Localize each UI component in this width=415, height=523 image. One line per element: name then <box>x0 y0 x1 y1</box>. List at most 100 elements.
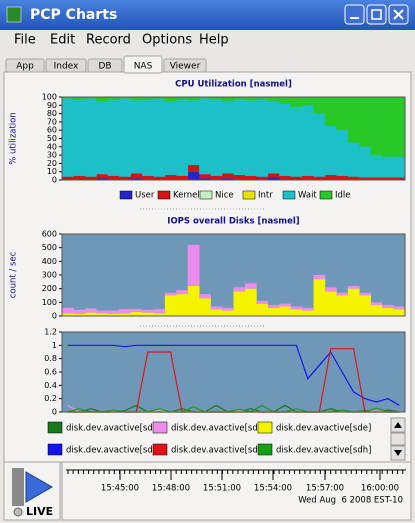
menu-item[interactable]: Options <box>142 33 192 48</box>
bar-segment <box>84 176 97 180</box>
bar-segment <box>336 97 349 131</box>
scroll-track[interactable] <box>390 432 406 446</box>
bar-segment <box>73 99 86 176</box>
bar-segment <box>359 292 371 296</box>
maximize-button[interactable] <box>366 4 387 25</box>
y-tick-label: 100 <box>42 298 57 307</box>
tab-label[interactable]: Index <box>54 62 79 72</box>
tab-label[interactable]: Viewer <box>170 62 201 72</box>
bar-segment <box>267 173 280 178</box>
bar-segment <box>233 99 246 176</box>
y-tick-label: 1 <box>52 341 57 350</box>
bar-segment <box>210 97 223 100</box>
bar-segment <box>153 98 166 177</box>
bar-segment <box>130 100 143 174</box>
maximize-icon <box>371 9 382 20</box>
minimize-button[interactable] <box>344 4 365 25</box>
bar-segment <box>290 97 303 107</box>
y-tick-label: 20 <box>47 159 57 168</box>
bar-segment <box>119 176 131 180</box>
tab-label[interactable]: DB <box>98 62 111 72</box>
bar-segment <box>347 97 360 143</box>
y-tick-label: 10 <box>47 167 57 176</box>
scroll-up-icon <box>394 422 402 428</box>
bar-segment <box>324 175 337 180</box>
bar-segment <box>107 99 120 176</box>
menu-item[interactable]: File <box>14 33 36 48</box>
bar-segment <box>290 176 303 180</box>
bar-segment <box>84 98 97 177</box>
tab[interactable] <box>5 58 45 73</box>
y-tick-label: 30 <box>47 151 57 160</box>
bar-segment <box>210 99 223 176</box>
bar-segment <box>279 175 291 180</box>
tab[interactable] <box>163 58 207 73</box>
bar-segment <box>279 103 291 176</box>
bar-segment <box>290 309 303 316</box>
bar-segment <box>107 97 120 100</box>
legend-label: disk.dev.avactive[sdh] <box>276 446 371 456</box>
menu-item[interactable]: Edit <box>50 33 75 48</box>
bar-segment <box>267 305 280 308</box>
bar-segment <box>62 176 74 180</box>
bar-segment <box>267 177 280 180</box>
bar-segment <box>164 101 177 176</box>
y-tick-label: 70 <box>47 117 57 126</box>
y-tick-label: 40 <box>47 142 57 151</box>
bar-segment <box>359 177 371 180</box>
tab[interactable] <box>87 58 123 73</box>
bar-segment <box>119 313 131 316</box>
bar-segment <box>347 288 360 316</box>
bar-segment <box>324 291 337 316</box>
bar-segment <box>199 98 211 175</box>
bar-segment <box>130 178 143 180</box>
time-tick-label: 15:54:00 <box>254 484 292 494</box>
tab[interactable] <box>123 55 163 74</box>
menu-item[interactable]: Help <box>199 33 229 48</box>
y-tick-label: 600 <box>42 230 57 239</box>
legend-label: disk.dev.avactive[sdf] <box>66 446 159 456</box>
legend-swatch <box>119 190 133 200</box>
bar-segment <box>290 106 303 177</box>
legend-swatch <box>152 421 168 434</box>
bar-segment <box>96 313 109 316</box>
bar-segment <box>336 175 349 180</box>
bar-segment <box>142 309 154 313</box>
tab-label[interactable]: NAS <box>134 62 153 72</box>
bar-segment <box>233 175 246 180</box>
bar-segment <box>107 313 120 316</box>
bar-segment <box>382 177 394 180</box>
y-tick-label: 60 <box>47 126 57 135</box>
chart-title: CPU Utilization [nasmel] <box>175 80 292 90</box>
bar-segment <box>176 97 189 100</box>
y-tick-label: 0 <box>52 312 57 321</box>
bar-segment <box>199 178 211 180</box>
bar-segment <box>222 178 234 180</box>
bar-segment <box>199 174 211 179</box>
menu-item[interactable]: Record <box>86 33 131 48</box>
bar-segment <box>176 175 189 180</box>
bar-segment <box>256 176 269 180</box>
bar-segment <box>153 176 166 180</box>
bar-segment <box>187 285 200 316</box>
bar-segment <box>370 305 383 316</box>
y-tick-label: 1.2 <box>44 328 57 337</box>
plot-border <box>61 331 406 413</box>
bar-segment <box>313 279 326 316</box>
bar-segment <box>164 97 177 102</box>
bar-segment <box>199 298 211 316</box>
bar-segment <box>84 312 97 316</box>
tab[interactable] <box>45 58 87 73</box>
plot-border <box>61 233 406 317</box>
bar-segment <box>84 308 97 313</box>
bar-segment <box>382 156 394 178</box>
bar-segment <box>347 142 360 177</box>
bar-segment <box>164 292 177 296</box>
y-tick-label: 0 <box>52 408 57 417</box>
legend-swatch <box>257 443 273 456</box>
bar-segment <box>313 97 326 114</box>
tab-label[interactable]: App <box>16 62 34 72</box>
legend-label: Kernel <box>173 191 200 201</box>
y-tick-label: 0 <box>52 176 57 185</box>
